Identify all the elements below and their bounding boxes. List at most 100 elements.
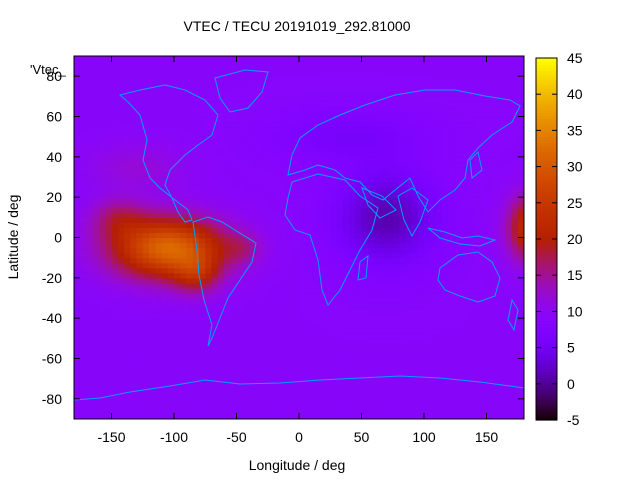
heatmap-cell [261, 303, 269, 309]
heatmap-cell [517, 303, 524, 309]
heatmap-cell [299, 126, 306, 133]
heatmap-cell [342, 237, 350, 244]
heatmap-cell [361, 403, 369, 410]
heatmap-cell [249, 187, 256, 193]
heatmap-cell [167, 308, 175, 314]
heatmap-cell [111, 131, 119, 138]
heatmap-cell [130, 111, 138, 118]
heatmap-cell [480, 136, 488, 143]
heatmap-cell [280, 91, 288, 97]
heatmap-cell [342, 166, 350, 173]
heatmap-cell [267, 86, 275, 92]
heatmap-cell [136, 207, 144, 213]
heatmap-cell [461, 338, 469, 344]
heatmap-cell [399, 81, 406, 87]
heatmap-cell [174, 328, 181, 334]
heatmap-cell [349, 368, 356, 375]
heatmap-cell [199, 212, 206, 218]
heatmap-cell [205, 242, 213, 249]
heatmap-cell [267, 378, 275, 385]
heatmap-cell [436, 81, 444, 87]
heatmap-cell [274, 353, 281, 360]
heatmap-cell [499, 338, 506, 344]
heatmap-cell [74, 368, 81, 375]
heatmap-cell [424, 131, 431, 138]
heatmap-cell [455, 96, 463, 102]
heatmap-cell [299, 408, 306, 415]
heatmap-cell [461, 146, 469, 153]
heatmap-cell [305, 413, 313, 419]
heatmap-cell [124, 227, 131, 234]
heatmap-cell [342, 388, 350, 395]
heatmap-cell [342, 353, 350, 360]
heatmap-cell [417, 277, 425, 284]
heatmap-cell [449, 151, 456, 158]
heatmap-cell [111, 182, 119, 188]
heatmap-cell [380, 161, 388, 168]
heatmap-cell [299, 247, 306, 254]
heatmap-cell [499, 287, 506, 294]
heatmap-cell [442, 76, 450, 82]
heatmap-cell [286, 222, 294, 229]
heatmap-cell [286, 262, 294, 269]
heatmap-cell [205, 232, 213, 239]
heatmap-cell [99, 348, 106, 355]
heatmap-cell [361, 156, 369, 163]
heatmap-cell [355, 121, 363, 128]
heatmap-cell [467, 217, 475, 223]
heatmap-cell [86, 136, 94, 143]
heatmap-cell [399, 252, 406, 259]
heatmap-cell [392, 272, 400, 279]
heatmap-cell [117, 232, 125, 239]
heatmap-cell [205, 373, 213, 380]
heatmap-cell [105, 287, 113, 294]
heatmap-cell [492, 212, 500, 218]
heatmap-cell [86, 237, 94, 244]
heatmap-cell [230, 257, 238, 264]
heatmap-cell [261, 277, 269, 284]
heatmap-cell [330, 388, 338, 395]
heatmap-cell [267, 328, 275, 334]
heatmap-cell [292, 242, 300, 249]
heatmap-cell [467, 267, 475, 274]
heatmap-cell [86, 378, 94, 385]
heatmap-cell [149, 212, 156, 218]
heatmap-cell [399, 177, 406, 183]
heatmap-cell [411, 272, 419, 279]
heatmap-cell [186, 166, 194, 173]
heatmap-cell [411, 408, 419, 415]
heatmap-cell [236, 106, 244, 113]
heatmap-cell [380, 237, 388, 244]
heatmap-cell [324, 287, 331, 294]
heatmap-cell [374, 247, 381, 254]
heatmap-cell [117, 156, 125, 163]
heatmap-cell [474, 262, 481, 269]
heatmap-cell [211, 227, 219, 234]
heatmap-cell [449, 212, 456, 218]
heatmap-cell [205, 298, 213, 304]
heatmap-cell [280, 247, 288, 254]
heatmap-cell [361, 146, 369, 153]
heatmap-cell [324, 111, 331, 118]
heatmap-cell [486, 146, 494, 153]
heatmap-cell [117, 171, 125, 178]
heatmap-cell [430, 91, 438, 97]
heatmap-cell [155, 277, 163, 284]
heatmap-cell [124, 156, 131, 163]
heatmap-cell [317, 207, 325, 213]
heatmap-cell [199, 257, 206, 264]
heatmap-cell [430, 298, 438, 304]
heatmap-cell [492, 202, 500, 208]
heatmap-cell [117, 313, 125, 319]
heatmap-cell [124, 171, 131, 178]
heatmap-cell [217, 151, 225, 158]
heatmap-cell [267, 282, 275, 289]
heatmap-cell [361, 308, 369, 314]
heatmap-cell [242, 323, 250, 329]
heatmap-cell [367, 303, 375, 309]
heatmap-cell [217, 227, 225, 234]
heatmap-cell [505, 111, 513, 118]
heatmap-cell [205, 146, 213, 153]
heatmap-cell [436, 161, 444, 168]
heatmap-cell [405, 277, 413, 284]
